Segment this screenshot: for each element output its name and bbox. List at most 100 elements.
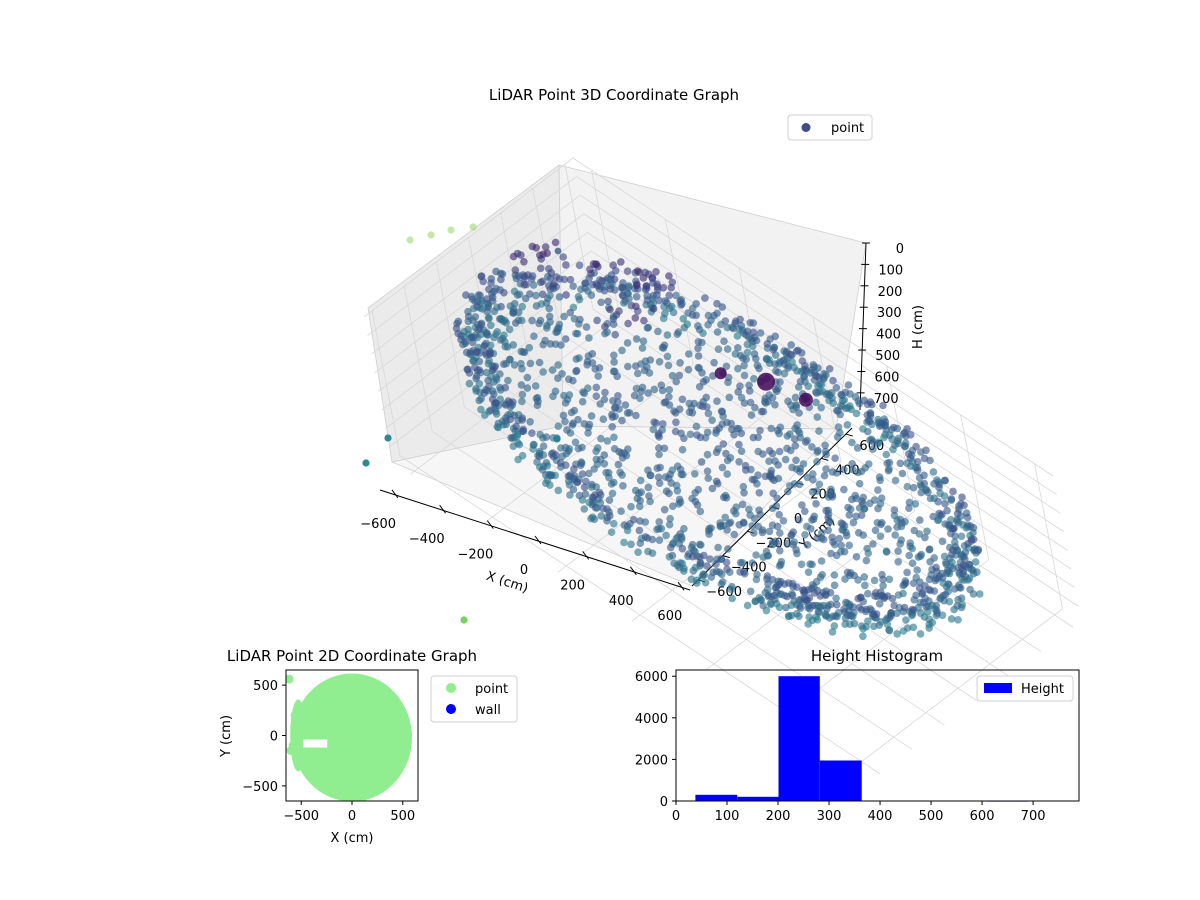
cloud-point <box>503 343 512 351</box>
cloud-point <box>610 351 618 360</box>
cloud-point <box>740 568 748 576</box>
cloud-point <box>894 558 902 566</box>
cloud-point <box>691 489 699 497</box>
cloud-point <box>891 476 900 485</box>
cloud-point <box>783 444 791 453</box>
cloud-point <box>848 438 856 447</box>
x-tick-3d <box>391 489 399 499</box>
cloud-point <box>813 413 822 421</box>
cloud-point <box>813 448 822 456</box>
cloud-point <box>910 596 918 604</box>
cloud-point <box>730 430 738 439</box>
cloud-point <box>880 594 888 603</box>
cloud-point <box>580 505 589 513</box>
cloud-point <box>645 492 653 500</box>
cloud-point <box>743 327 752 336</box>
cloud-point <box>666 543 675 552</box>
cloud-point <box>566 308 575 317</box>
cloud-point <box>713 397 721 406</box>
cloud-point <box>672 377 680 386</box>
cloud-point <box>905 551 913 560</box>
cloud-point <box>654 327 662 336</box>
cloud-point <box>812 398 820 407</box>
cloud-point <box>860 396 869 405</box>
cloud-point <box>609 261 617 270</box>
cloud-point <box>485 314 493 323</box>
cloud-point <box>879 582 887 590</box>
cloud-point <box>542 471 550 479</box>
cloud-point <box>812 500 820 508</box>
cloud-point <box>925 620 933 629</box>
cloud-point <box>668 551 677 560</box>
cloud-point <box>605 496 614 504</box>
cloud-point <box>688 304 697 313</box>
outlier-point <box>384 434 392 442</box>
cloud-point <box>761 472 770 481</box>
cloud-point <box>641 533 650 541</box>
cloud-point <box>541 243 550 251</box>
cloud-point <box>722 449 730 458</box>
cloud-point <box>673 487 682 495</box>
cloud-point <box>827 549 835 558</box>
cloud-point <box>736 558 745 567</box>
cloud-point <box>869 540 877 548</box>
point-2d <box>357 796 367 801</box>
cloud-point <box>970 546 978 555</box>
cloud-point <box>747 335 756 343</box>
x-tick-3d <box>677 581 685 591</box>
cloud-point <box>649 291 657 300</box>
cloud-point <box>854 594 862 603</box>
cloud-point <box>703 450 712 459</box>
legend-histogram-label: Height <box>1021 682 1064 697</box>
cloud-point <box>876 532 885 540</box>
cloud-point <box>772 387 781 396</box>
cloud-point <box>587 291 596 300</box>
cloud-point <box>608 413 617 421</box>
cloud-point <box>947 615 956 623</box>
cloud-point <box>863 544 871 553</box>
cloud-point <box>860 573 869 581</box>
cloud-point <box>784 397 792 406</box>
z-tick-label-3d: 600 <box>875 370 900 385</box>
cloud-point <box>845 541 853 550</box>
x-tick-label-3d: 400 <box>609 594 634 609</box>
cloud-point <box>610 275 619 284</box>
cloud-point <box>963 513 972 522</box>
cloud-point <box>539 442 548 451</box>
cloud-point <box>786 350 795 359</box>
cloud-point <box>457 335 465 344</box>
cloud-point <box>532 244 540 252</box>
x-tick-3d <box>439 504 447 514</box>
z-tick-label-3d: 700 <box>874 392 899 407</box>
cloud-point <box>620 538 628 547</box>
cloud-point <box>885 575 894 584</box>
cloud-point <box>633 267 642 275</box>
cloud-point <box>555 293 564 301</box>
cloud-point <box>704 409 713 418</box>
cloud-point <box>631 314 640 322</box>
cloud-point <box>608 489 617 498</box>
cloud-point <box>490 333 498 342</box>
cloud-point <box>742 355 750 364</box>
cloud-point <box>809 475 817 484</box>
cloud-point <box>759 601 767 610</box>
cloud-point <box>740 361 748 370</box>
cloud-point <box>838 391 846 400</box>
cloud-point <box>724 378 732 387</box>
cloud-point <box>748 559 757 567</box>
cloud-point <box>874 504 882 513</box>
cloud-point <box>501 383 510 392</box>
cloud-point <box>795 612 803 620</box>
z-axis-line <box>859 242 867 411</box>
cloud-point <box>793 583 801 591</box>
cloud-point <box>566 491 574 499</box>
cloud-point <box>654 431 662 440</box>
cloud-point <box>659 284 668 292</box>
cloud-point <box>624 283 633 292</box>
cloud-point <box>627 502 635 511</box>
cloud-point <box>510 361 519 369</box>
cloud-point <box>934 516 943 524</box>
cloud-point <box>520 274 528 283</box>
cloud-point <box>599 415 608 424</box>
cloud-point <box>694 352 703 360</box>
